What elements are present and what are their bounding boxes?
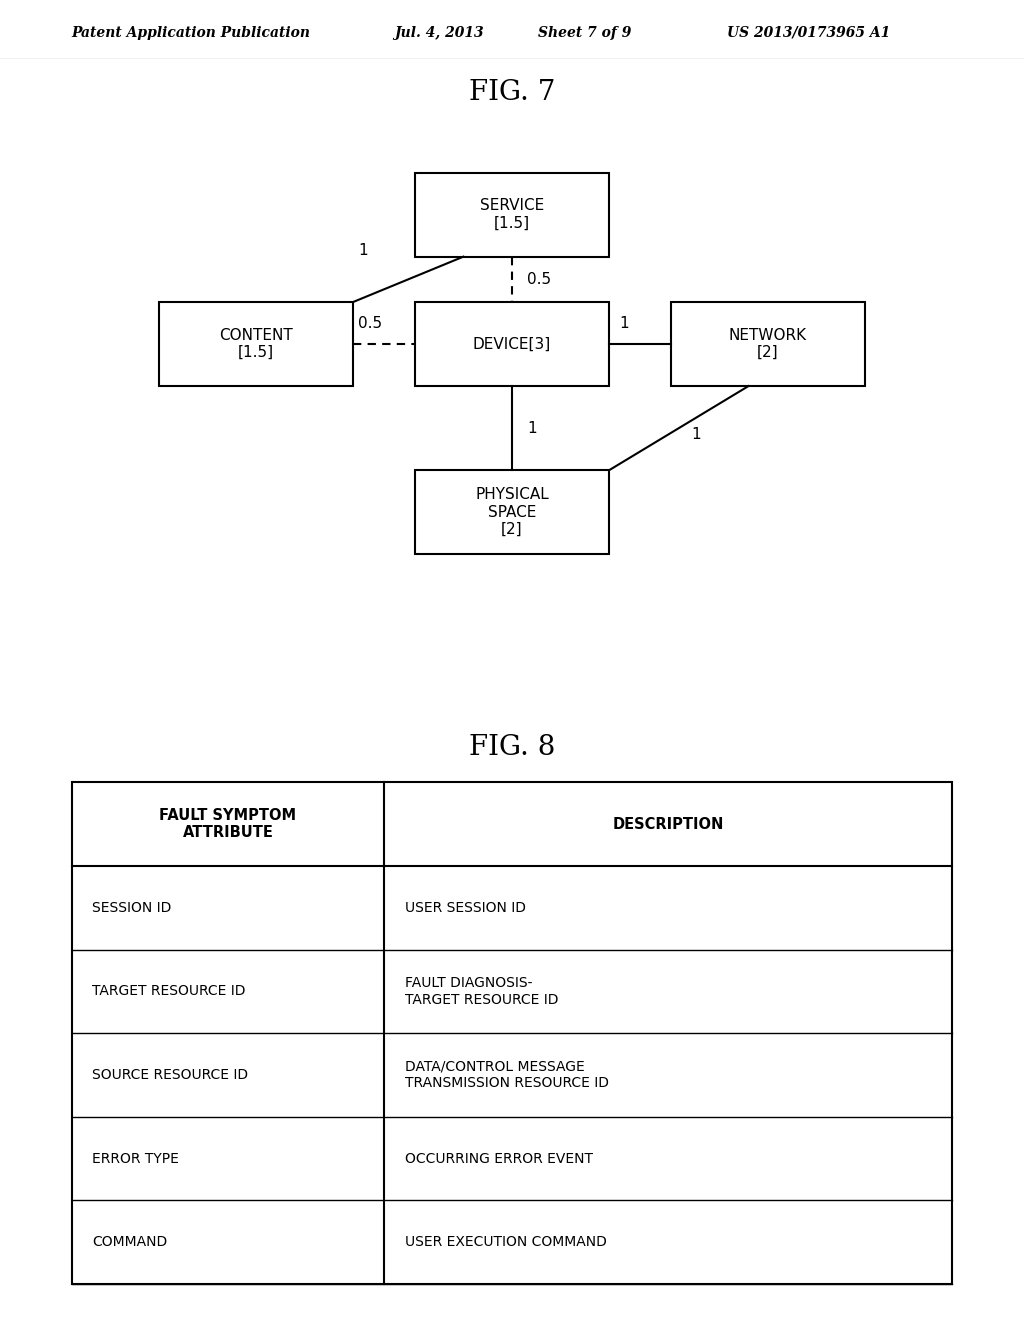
Text: DEVICE[3]: DEVICE[3] xyxy=(473,337,551,351)
Text: Jul. 4, 2013: Jul. 4, 2013 xyxy=(394,25,484,40)
Text: DESCRIPTION: DESCRIPTION xyxy=(612,817,724,832)
Text: USER EXECUTION COMMAND: USER EXECUTION COMMAND xyxy=(404,1236,606,1249)
Text: COMMAND: COMMAND xyxy=(92,1236,167,1249)
Text: CONTENT
[1.5]: CONTENT [1.5] xyxy=(219,327,293,360)
Text: FAULT SYMPTOM
ATTRIBUTE: FAULT SYMPTOM ATTRIBUTE xyxy=(160,808,297,841)
Text: TARGET RESOURCE ID: TARGET RESOURCE ID xyxy=(92,985,246,998)
Text: SERVICE
[1.5]: SERVICE [1.5] xyxy=(480,198,544,231)
Text: 1: 1 xyxy=(620,315,629,331)
Text: FIG. 8: FIG. 8 xyxy=(469,734,555,762)
Text: US 2013/0173965 A1: US 2013/0173965 A1 xyxy=(727,25,890,40)
Text: SOURCE RESOURCE ID: SOURCE RESOURCE ID xyxy=(92,1068,248,1082)
Text: ERROR TYPE: ERROR TYPE xyxy=(92,1151,179,1166)
Bar xyxy=(415,470,609,554)
Bar xyxy=(415,173,609,256)
Text: NETWORK
[2]: NETWORK [2] xyxy=(729,327,807,360)
Text: FAULT DIAGNOSIS-
TARGET RESOURCE ID: FAULT DIAGNOSIS- TARGET RESOURCE ID xyxy=(404,977,558,1007)
Bar xyxy=(415,302,609,385)
Text: 0.5: 0.5 xyxy=(358,315,383,331)
Text: Sheet 7 of 9: Sheet 7 of 9 xyxy=(538,25,631,40)
Text: 0.5: 0.5 xyxy=(527,272,552,286)
Text: 1: 1 xyxy=(358,243,369,257)
Bar xyxy=(72,783,952,1284)
Text: 1: 1 xyxy=(527,421,537,436)
Text: FIG. 7: FIG. 7 xyxy=(469,79,555,106)
Bar xyxy=(159,302,353,385)
Text: OCCURRING ERROR EVENT: OCCURRING ERROR EVENT xyxy=(404,1151,593,1166)
Bar xyxy=(671,302,865,385)
Text: 1: 1 xyxy=(691,428,700,442)
Text: SESSION ID: SESSION ID xyxy=(92,900,172,915)
Text: DATA/CONTROL MESSAGE
TRANSMISSION RESOURCE ID: DATA/CONTROL MESSAGE TRANSMISSION RESOUR… xyxy=(404,1060,609,1090)
Text: USER SESSION ID: USER SESSION ID xyxy=(404,900,525,915)
Text: Patent Application Publication: Patent Application Publication xyxy=(72,25,310,40)
Text: PHYSICAL
SPACE
[2]: PHYSICAL SPACE [2] xyxy=(475,487,549,537)
